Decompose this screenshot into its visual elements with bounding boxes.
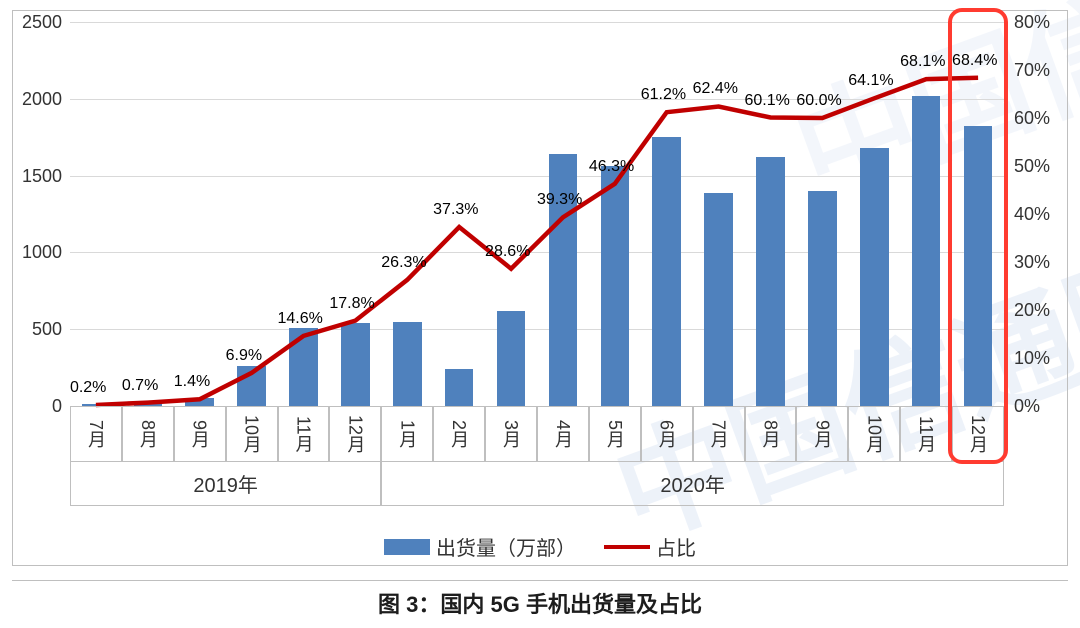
x-category-label: 7月 (83, 420, 109, 448)
x-category-label: 11月 (290, 416, 316, 453)
bar (601, 166, 630, 406)
legend-item-line: 占比 (604, 532, 696, 561)
pct-label: 64.1% (848, 72, 893, 90)
x-category-label: 7月 (706, 420, 732, 448)
x-category-label: 11月 (913, 416, 939, 453)
pct-label: 37.3% (433, 201, 478, 219)
x-category: 6月 (641, 406, 693, 462)
pct-label: 17.8% (329, 295, 374, 313)
x-category-label: 9月 (809, 420, 835, 448)
x-category-label: 8月 (135, 420, 161, 448)
x-year-group: 2020年 (381, 462, 1004, 506)
figure-stage: 中国信通院中国信通院050010001500200025000%10%20%30… (0, 0, 1080, 628)
bar (341, 323, 370, 406)
x-category: 2月 (433, 406, 485, 462)
x-category: 1月 (381, 406, 433, 462)
y-left-tick: 1000 (22, 242, 62, 263)
x-category-label: 4月 (550, 420, 576, 448)
bar (185, 398, 214, 406)
caption-separator (12, 580, 1068, 581)
y-right-tick: 20% (1014, 300, 1050, 321)
pct-label: 0.7% (122, 377, 158, 395)
bar (652, 137, 681, 406)
bar (289, 328, 318, 406)
x-category-label: 1月 (394, 420, 420, 448)
pct-label: 0.2% (70, 379, 106, 397)
x-category: 10月 (848, 406, 900, 462)
x-category-label: 12月 (342, 415, 368, 453)
y-left-tick: 2000 (22, 89, 62, 110)
x-category-label: 8月 (757, 420, 783, 448)
legend-swatch-line (604, 545, 650, 549)
x-category: 12月 (952, 406, 1004, 462)
legend-label-line: 占比 (656, 532, 696, 561)
bar (912, 96, 941, 406)
x-category: 5月 (589, 406, 641, 462)
x-category-label: 12月 (965, 415, 991, 453)
bar (393, 322, 422, 406)
x-category: 9月 (174, 406, 226, 462)
bar (756, 157, 785, 406)
gridline (70, 99, 1004, 100)
bar (497, 311, 526, 406)
x-category: 7月 (693, 406, 745, 462)
y-left-tick: 0 (52, 396, 62, 417)
x-category: 7月 (70, 406, 122, 462)
gridline (70, 22, 1004, 23)
bar (237, 366, 266, 406)
y-right-tick: 70% (1014, 60, 1050, 81)
x-category-label: 3月 (498, 420, 524, 448)
x-category-label: 10月 (239, 415, 265, 453)
y-right-tick: 30% (1014, 252, 1050, 273)
x-category-label: 10月 (861, 415, 887, 453)
x-category-label: 5月 (602, 420, 628, 448)
figure-caption: 图 3：国内 5G 手机出货量及占比 (0, 587, 1080, 619)
pct-label: 60.1% (745, 92, 790, 110)
legend-label-bar: 出货量（万部） (436, 532, 576, 561)
pct-label: 68.1% (900, 53, 945, 71)
pct-label: 28.6% (485, 243, 530, 261)
x-category: 9月 (796, 406, 848, 462)
pct-label: 39.3% (537, 191, 582, 209)
pct-label: 6.9% (226, 347, 262, 365)
y-left-tick: 2500 (22, 12, 62, 33)
bar (808, 191, 837, 406)
y-left-tick: 500 (32, 319, 62, 340)
pct-label: 60.0% (796, 92, 841, 110)
x-category: 3月 (485, 406, 537, 462)
y-right-tick: 50% (1014, 156, 1050, 177)
pct-label: 1.4% (174, 373, 210, 391)
y-right-tick: 10% (1014, 348, 1050, 369)
pct-label: 61.2% (641, 86, 686, 104)
legend: 出货量（万部） 占比 (0, 532, 1080, 561)
x-category: 4月 (537, 406, 589, 462)
x-category: 8月 (745, 406, 797, 462)
legend-item-bar: 出货量（万部） (384, 532, 576, 561)
x-category-label: 9月 (187, 420, 213, 448)
x-category-label: 6月 (654, 420, 680, 448)
pct-label: 68.4% (952, 52, 997, 70)
x-category-label: 2月 (446, 420, 472, 448)
pct-label: 26.3% (381, 254, 426, 272)
x-year-group: 2019年 (70, 462, 381, 506)
legend-swatch-bar (384, 539, 430, 555)
x-category: 11月 (278, 406, 330, 462)
y-left-tick: 1500 (22, 166, 62, 187)
y-right-tick: 0% (1014, 396, 1040, 417)
bar (860, 148, 889, 406)
bar (704, 193, 733, 407)
bar (964, 126, 993, 406)
y-right-tick: 60% (1014, 108, 1050, 129)
bar (445, 369, 474, 406)
y-right-tick: 40% (1014, 204, 1050, 225)
x-category: 12月 (329, 406, 381, 462)
pct-label: 14.6% (278, 310, 323, 328)
x-category: 11月 (900, 406, 952, 462)
x-category: 10月 (226, 406, 278, 462)
x-category: 8月 (122, 406, 174, 462)
y-right-tick: 80% (1014, 12, 1050, 33)
pct-label: 46.3% (589, 158, 634, 176)
pct-label: 62.4% (693, 80, 738, 98)
